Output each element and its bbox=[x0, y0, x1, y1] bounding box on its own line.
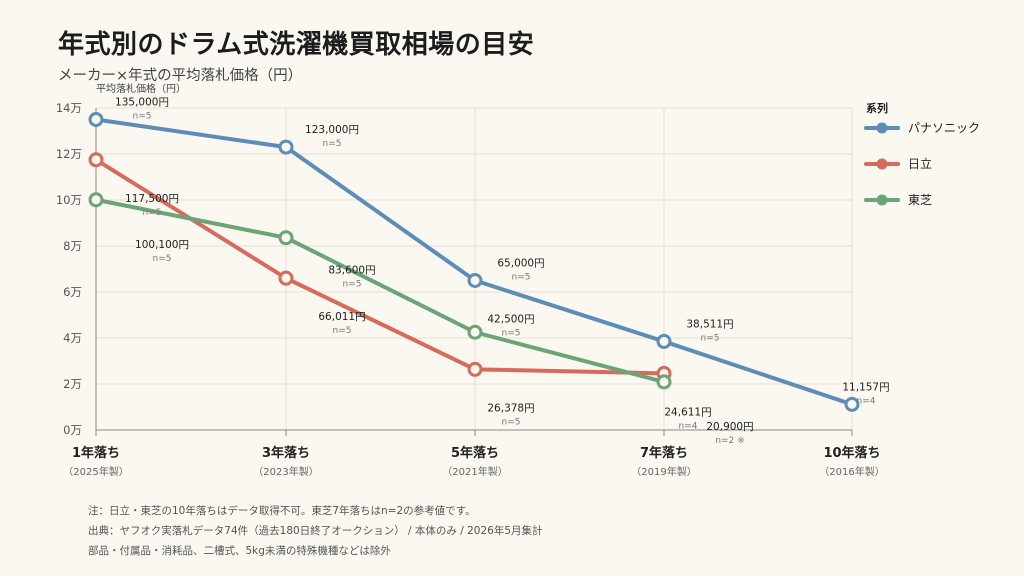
data-point bbox=[844, 396, 860, 412]
x-tick-sublabel: （2016年製） bbox=[819, 465, 884, 478]
value-label: 24,611円 bbox=[664, 406, 711, 418]
value-label: 26,378円 bbox=[487, 402, 534, 414]
y-tick-label: 4万 bbox=[63, 331, 82, 345]
data-point bbox=[656, 333, 672, 349]
value-label: 38,511円 bbox=[686, 318, 733, 330]
y-tick-label: 6万 bbox=[63, 285, 82, 299]
legend-label: 日立 bbox=[908, 156, 932, 171]
value-label: 65,000円 bbox=[497, 258, 544, 270]
sample-size-label: n=5 bbox=[343, 280, 362, 290]
axes: 0万 2万 4万 6万 8万 10万 12万 14万 平均落札価格（円） 1年落ち （2025年製）… bbox=[56, 82, 885, 478]
value-label: 66,011円 bbox=[318, 311, 365, 323]
legend-title: 系列 bbox=[866, 101, 888, 115]
sample-size-label: n=5 bbox=[502, 417, 521, 427]
x-tick-label: 7年落ち bbox=[640, 445, 688, 461]
data-point bbox=[88, 112, 104, 127]
series-points bbox=[88, 112, 860, 412]
data-point bbox=[656, 374, 672, 390]
x-tick-sublabel: （2023年製） bbox=[253, 465, 318, 478]
y-axis-title: 平均落札価格（円） bbox=[96, 82, 186, 95]
sample-size-label: n=5 bbox=[133, 112, 152, 122]
sample-size-label: n=5 bbox=[323, 139, 342, 149]
sample-size-label: n=5 bbox=[143, 208, 162, 218]
x-tick-sublabel: （2025年製） bbox=[63, 465, 128, 478]
note-exclusions: 部品・付属品・消耗品、二槽式、5kg未満の特殊機種などは除外 bbox=[88, 545, 391, 557]
chart-title: 年式別のドラム式洗濯機買取相場の目安 bbox=[58, 30, 535, 60]
sample-size-label: n=4 bbox=[857, 396, 876, 406]
data-point bbox=[467, 324, 483, 340]
value-label: 42,500円 bbox=[487, 313, 534, 325]
data-point bbox=[467, 361, 483, 377]
data-point bbox=[278, 139, 294, 155]
value-label: 100,100円 bbox=[135, 239, 189, 251]
chart-subtitle: メーカー×年式の平均落札価格（円） bbox=[58, 68, 303, 84]
sample-size-label: n=5 bbox=[512, 273, 531, 283]
sample-size-label: n=4 bbox=[679, 421, 698, 431]
data-point bbox=[88, 152, 104, 168]
sample-size-label: n=5 bbox=[333, 326, 352, 336]
series-lines bbox=[94, 117, 854, 407]
value-label: 83,600円 bbox=[328, 265, 375, 277]
x-tick-label: 10年落ち bbox=[823, 445, 880, 461]
y-tick-label: 14万 bbox=[56, 101, 82, 115]
series-line-2 bbox=[94, 197, 666, 384]
y-tick-label: 8万 bbox=[63, 239, 82, 253]
sample-size-label: n=5 bbox=[153, 254, 172, 264]
legend-swatch-dot bbox=[876, 194, 888, 206]
x-tick-sublabel: （2019年製） bbox=[631, 465, 696, 478]
sample-size-label: n=5 bbox=[701, 333, 720, 343]
sample-size-label: n=5 bbox=[502, 328, 521, 338]
data-point bbox=[88, 192, 104, 208]
x-tick-label: 3年落ち bbox=[262, 445, 310, 461]
legend-label: パナソニック bbox=[908, 121, 980, 135]
y-tick-label: 2万 bbox=[63, 377, 82, 391]
y-tick-label: 10万 bbox=[56, 193, 82, 207]
data-point bbox=[278, 270, 294, 286]
sample-size-label: n=2 ※ bbox=[715, 436, 744, 446]
x-tick-sublabel: （2021年製） bbox=[442, 465, 507, 478]
note-missing-data: 注：日立・東芝の10年落ちはデータ取得不可。東芝7年落ちはn=2の参考値です。 bbox=[88, 505, 476, 517]
value-label: 135,000円 bbox=[115, 97, 169, 109]
data-point bbox=[467, 273, 483, 288]
value-label: 123,000円 bbox=[305, 124, 359, 136]
note-source: 出典：ヤフオク実落札データ74件（過去180日終了オークション） / 本体のみ … bbox=[88, 525, 543, 537]
y-tick-label: 0万 bbox=[63, 423, 82, 437]
value-label: 117,500円 bbox=[125, 193, 179, 205]
data-point bbox=[278, 230, 294, 246]
grid bbox=[95, 107, 853, 431]
x-tick-label: 1年落ち bbox=[72, 445, 120, 461]
x-tick-label: 5年落ち bbox=[451, 445, 499, 461]
legend-label: 東芝 bbox=[908, 192, 932, 207]
value-label: 20,900円 bbox=[706, 421, 753, 433]
series-line-0 bbox=[94, 117, 854, 407]
y-tick-label: 12万 bbox=[56, 147, 82, 161]
value-labels: 135,000円 n=5 123,000円 n=5 65,000円 n=5 38,511円 n… bbox=[115, 97, 890, 446]
series-line-1 bbox=[94, 157, 666, 376]
legend-swatch-dot bbox=[876, 158, 888, 170]
value-label: 11,157円 bbox=[842, 381, 889, 393]
legend-swatch-dot bbox=[876, 122, 888, 134]
